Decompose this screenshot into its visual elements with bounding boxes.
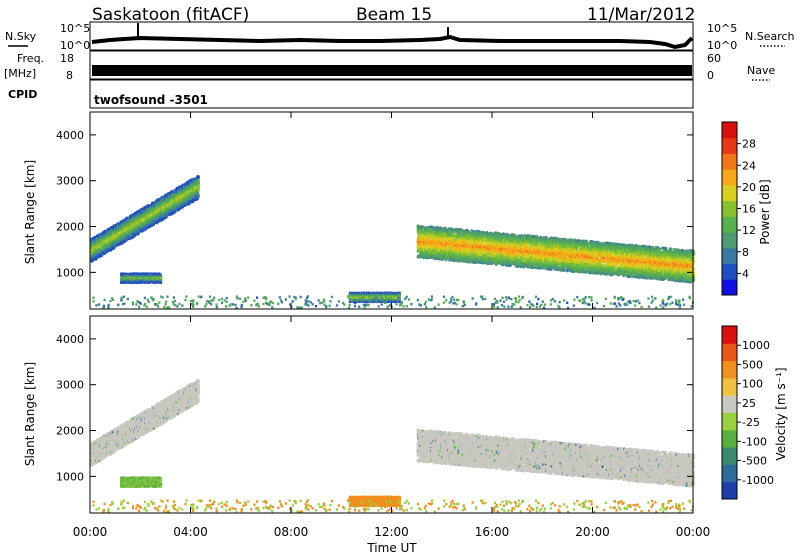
power-plot-area: [90, 175, 695, 309]
nsearch-label: N.Search: [745, 30, 795, 43]
nsearch-tick-top: 10^5: [707, 22, 737, 35]
nave-tick-top: 60: [707, 52, 721, 65]
data-cell: [198, 187, 200, 189]
nsky-frame: [90, 22, 693, 50]
nsearch-tick-bottom: 10^0: [707, 39, 737, 52]
data-cell: [160, 279, 162, 281]
nave-tick-bottom: 0: [707, 69, 714, 82]
freq-label: Freq.: [17, 52, 44, 65]
cpid-label: CPID: [8, 88, 37, 101]
cpid-program: twofsound -3501: [94, 93, 208, 107]
data-cell: [198, 189, 200, 191]
nsky-tick-bottom-left: 10^0: [60, 39, 90, 52]
freq-tick-bottom: 8: [66, 69, 73, 82]
freq-panel: Freq. [MHz] 18 8 60 0 Nave: [4, 51, 775, 82]
nave-label: Nave: [747, 64, 775, 77]
freq-trace: [92, 65, 692, 76]
data-cell: [178, 208, 180, 210]
nsky-tick-top-left: 10^5: [60, 22, 90, 35]
data-cell: [198, 181, 200, 183]
freq-unit: [MHz]: [4, 67, 36, 80]
data-cell: [198, 184, 200, 186]
cpid-panel: CPID twofsound -3501: [8, 80, 693, 108]
data-cell: [198, 176, 200, 178]
nsky-panel: N.Sky 10^5 10^0 10^5 10^0 N.Search: [5, 22, 795, 52]
nsky-trace: [92, 37, 692, 47]
data-cell: [160, 277, 162, 279]
freq-tick-top: 18: [60, 52, 74, 65]
nsky-label: N.Sky: [5, 30, 37, 43]
data-cell: [160, 281, 162, 283]
data-cell: [198, 195, 200, 197]
